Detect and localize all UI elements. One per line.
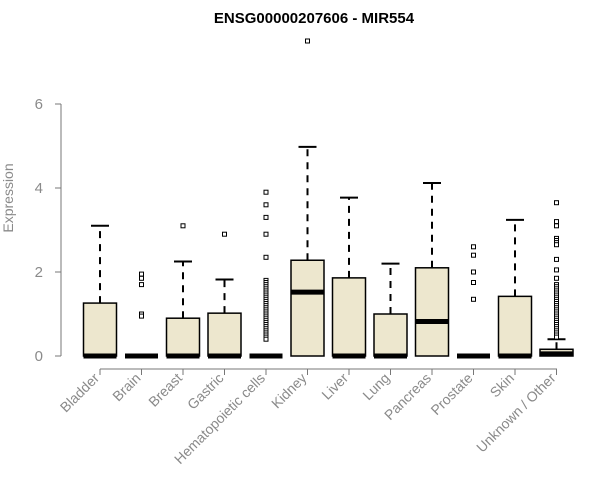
outlier-breast-0 <box>180 223 186 229</box>
x-tick-label-skin: Skin <box>487 370 518 401</box>
box-group-gastric <box>207 231 242 359</box>
outlier-prostate-4 <box>471 296 476 302</box>
outlier-unknown-other-0 <box>554 200 559 206</box>
x-tick-label-brain: Brain <box>109 370 143 404</box>
outlier-prostate-2 <box>471 269 476 275</box>
y-axis-label: Expression <box>0 163 16 232</box>
outlier-unknown-other-2 <box>554 223 559 229</box>
outlier-gastric-0 <box>222 231 227 237</box>
outlier-prostate-3 <box>471 280 476 285</box>
outlier-brain-0 <box>139 271 144 277</box>
outlier-unknown-other-8 <box>554 267 559 273</box>
box-group-bladder <box>82 224 118 359</box>
box-bladder <box>82 302 118 357</box>
outlier-unknown-other-9 <box>554 275 559 281</box>
x-tick-label-unknown-other: Unknown / Other <box>473 370 559 456</box>
box-lung <box>373 313 408 357</box>
outlier-prostate-1 <box>471 252 476 258</box>
box-group-breast <box>165 223 201 359</box>
box-skin <box>497 295 533 357</box>
outlier-hematopoietic-cells-4 <box>263 254 269 260</box>
x-axis-ticks <box>99 369 557 375</box>
y-tick-label-0: 0 <box>35 348 43 365</box>
y-axis-tick-labels: 0 2 4 6 <box>35 96 43 365</box>
x-tick-label-lung: Lung <box>359 370 392 403</box>
outlier-hematopoietic-cells-0 <box>263 189 269 195</box>
x-tick-label-breast: Breast <box>145 370 185 410</box>
y-axis-ticks <box>55 103 61 357</box>
outlier-unknown-other-35 <box>554 334 559 340</box>
y-tick-label-2: 2 <box>35 264 43 281</box>
box-group-liver <box>331 196 367 359</box>
outlier-brain-4 <box>139 313 144 319</box>
x-tick-label-kidney: Kidney <box>268 370 310 412</box>
x-tick-label-liver: Liver <box>318 370 351 403</box>
outlier-unknown-other-7 <box>554 256 559 262</box>
box-liver <box>331 277 367 357</box>
box-group-kidney <box>290 38 325 357</box>
outlier-hematopoietic-cells-33 <box>263 336 269 342</box>
y-tick-label-6: 6 <box>35 96 43 113</box>
outlier-brain-2 <box>139 282 144 288</box>
box-group-skin <box>497 218 533 359</box>
box-group-brain <box>125 271 158 359</box>
chart-title: ENSG00000207606 - MIR554 <box>214 10 415 27</box>
outlier-hematopoietic-cells-1 <box>263 202 269 208</box>
outlier-hematopoietic-cells-2 <box>263 214 269 220</box>
y-tick-label-4: 4 <box>35 180 43 197</box>
box-group-unknown-other <box>539 200 574 357</box>
box-gastric <box>207 312 242 357</box>
x-tick-label-prostate: Prostate <box>427 370 475 418</box>
box-group-prostate <box>457 244 490 359</box>
box-breast <box>165 317 201 357</box>
outlier-unknown-other-1 <box>554 219 559 225</box>
boxes-layer <box>82 38 574 359</box>
outlier-prostate-0 <box>471 244 476 250</box>
outlier-kidney-0 <box>305 38 310 44</box>
x-tick-label-bladder: Bladder <box>57 370 103 416</box>
outlier-brain-1 <box>139 275 144 281</box>
box-pancreas <box>414 267 450 357</box>
box-group-pancreas <box>414 181 450 357</box>
box-group-lung <box>373 262 408 359</box>
outlier-unknown-other-6 <box>554 242 559 248</box>
outlier-hematopoietic-cells-3 <box>263 231 269 237</box>
box-kidney <box>290 259 325 357</box>
box-group-hematopoietic-cells <box>249 189 283 359</box>
